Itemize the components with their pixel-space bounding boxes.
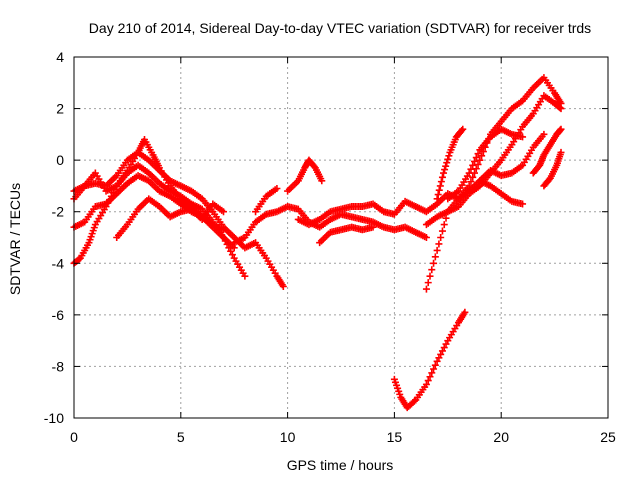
data-point: [443, 159, 451, 167]
series-track-18: [540, 148, 565, 190]
y-tick-label: -4: [52, 255, 65, 271]
data-point: [369, 223, 377, 231]
y-tick-label: -10: [44, 410, 64, 426]
data-point: [428, 369, 436, 377]
data-point: [279, 282, 287, 290]
series-track-17: [529, 125, 565, 177]
data-point: [459, 125, 467, 133]
series-track-19: [390, 308, 469, 412]
data-point: [434, 191, 442, 199]
series-track-8: [284, 156, 326, 195]
data-point: [430, 259, 438, 267]
y-axis-label: SDTVAR / TECUs: [7, 183, 23, 295]
data-point: [424, 377, 432, 385]
data-point: [469, 161, 477, 169]
data-point: [458, 126, 466, 134]
data-point: [426, 373, 434, 381]
series-track-16: [476, 177, 527, 208]
y-tick-label: -2: [52, 204, 65, 220]
data-point: [438, 227, 446, 235]
data-point: [445, 152, 453, 160]
data-point: [422, 234, 430, 241]
y-tick-label: 0: [56, 152, 64, 168]
data-point: [440, 221, 448, 229]
series-track-6: [230, 203, 430, 247]
data-point: [467, 165, 475, 173]
data-point: [474, 160, 482, 168]
data-point: [422, 380, 430, 388]
series-track-10: [316, 223, 377, 247]
y-tick-label: -8: [52, 358, 65, 374]
series-track-13: [433, 125, 467, 203]
data-point: [424, 279, 432, 287]
series-track-5: [113, 195, 228, 241]
axis-ticks: 0 5 10 15 20 25 -10 -8 -6 -4 -2 0 2 4: [44, 49, 616, 445]
data-point: [467, 178, 475, 186]
y-tick-label: -6: [52, 307, 65, 323]
y-tick-label: 4: [56, 49, 64, 65]
data-point: [433, 195, 441, 203]
x-tick-label: 25: [600, 429, 616, 445]
data-point: [519, 200, 527, 208]
x-tick-label: 10: [280, 429, 296, 445]
data-point: [556, 104, 564, 112]
data-point: [471, 157, 478, 165]
data-point: [220, 226, 228, 234]
data-point: [469, 173, 477, 181]
series-track-7: [252, 185, 281, 216]
data-point: [318, 177, 326, 185]
data-point: [465, 169, 473, 177]
series-track-14: [444, 125, 527, 203]
data-point: [428, 266, 436, 274]
data-point: [476, 156, 484, 164]
data-point: [435, 186, 443, 194]
x-tick-label: 15: [387, 429, 403, 445]
x-tick-label: 20: [493, 429, 509, 445]
data-point: [273, 185, 281, 193]
data-point: [461, 308, 469, 316]
series-track-12: [422, 74, 565, 293]
data-point: [441, 166, 449, 174]
data-point: [519, 133, 527, 141]
data-point: [426, 272, 434, 280]
data-point: [440, 169, 448, 177]
y-tick-label: 2: [56, 101, 64, 117]
data-point: [437, 234, 445, 241]
data-point: [442, 214, 450, 222]
data-point: [435, 240, 443, 248]
data-series: [70, 74, 565, 412]
data-point: [438, 173, 446, 181]
data-point: [430, 365, 438, 373]
data-point: [472, 154, 480, 162]
data-point: [442, 162, 450, 170]
data-point: [557, 125, 565, 133]
x-tick-label: 0: [70, 429, 78, 445]
data-point: [422, 285, 430, 293]
data-point: [436, 182, 444, 190]
data-point: [437, 178, 445, 186]
data-point: [241, 272, 249, 280]
data-point: [220, 208, 228, 216]
data-point: [557, 99, 565, 107]
data-point: [444, 155, 452, 163]
data-point: [557, 148, 565, 156]
data-point: [479, 148, 487, 156]
x-tick-label: 5: [177, 429, 185, 445]
data-point: [540, 130, 548, 138]
data-point: [474, 150, 482, 158]
plot-area-border: [73, 56, 609, 419]
x-axis-label: GPS time / hours: [287, 457, 394, 473]
data-point: [410, 397, 418, 405]
chart-title: Day 210 of 2014, Sidereal Day-to-day VTE…: [89, 20, 591, 36]
data-point: [431, 361, 439, 369]
data-point: [431, 253, 439, 261]
data-point: [478, 152, 486, 160]
data-point: [433, 246, 441, 254]
